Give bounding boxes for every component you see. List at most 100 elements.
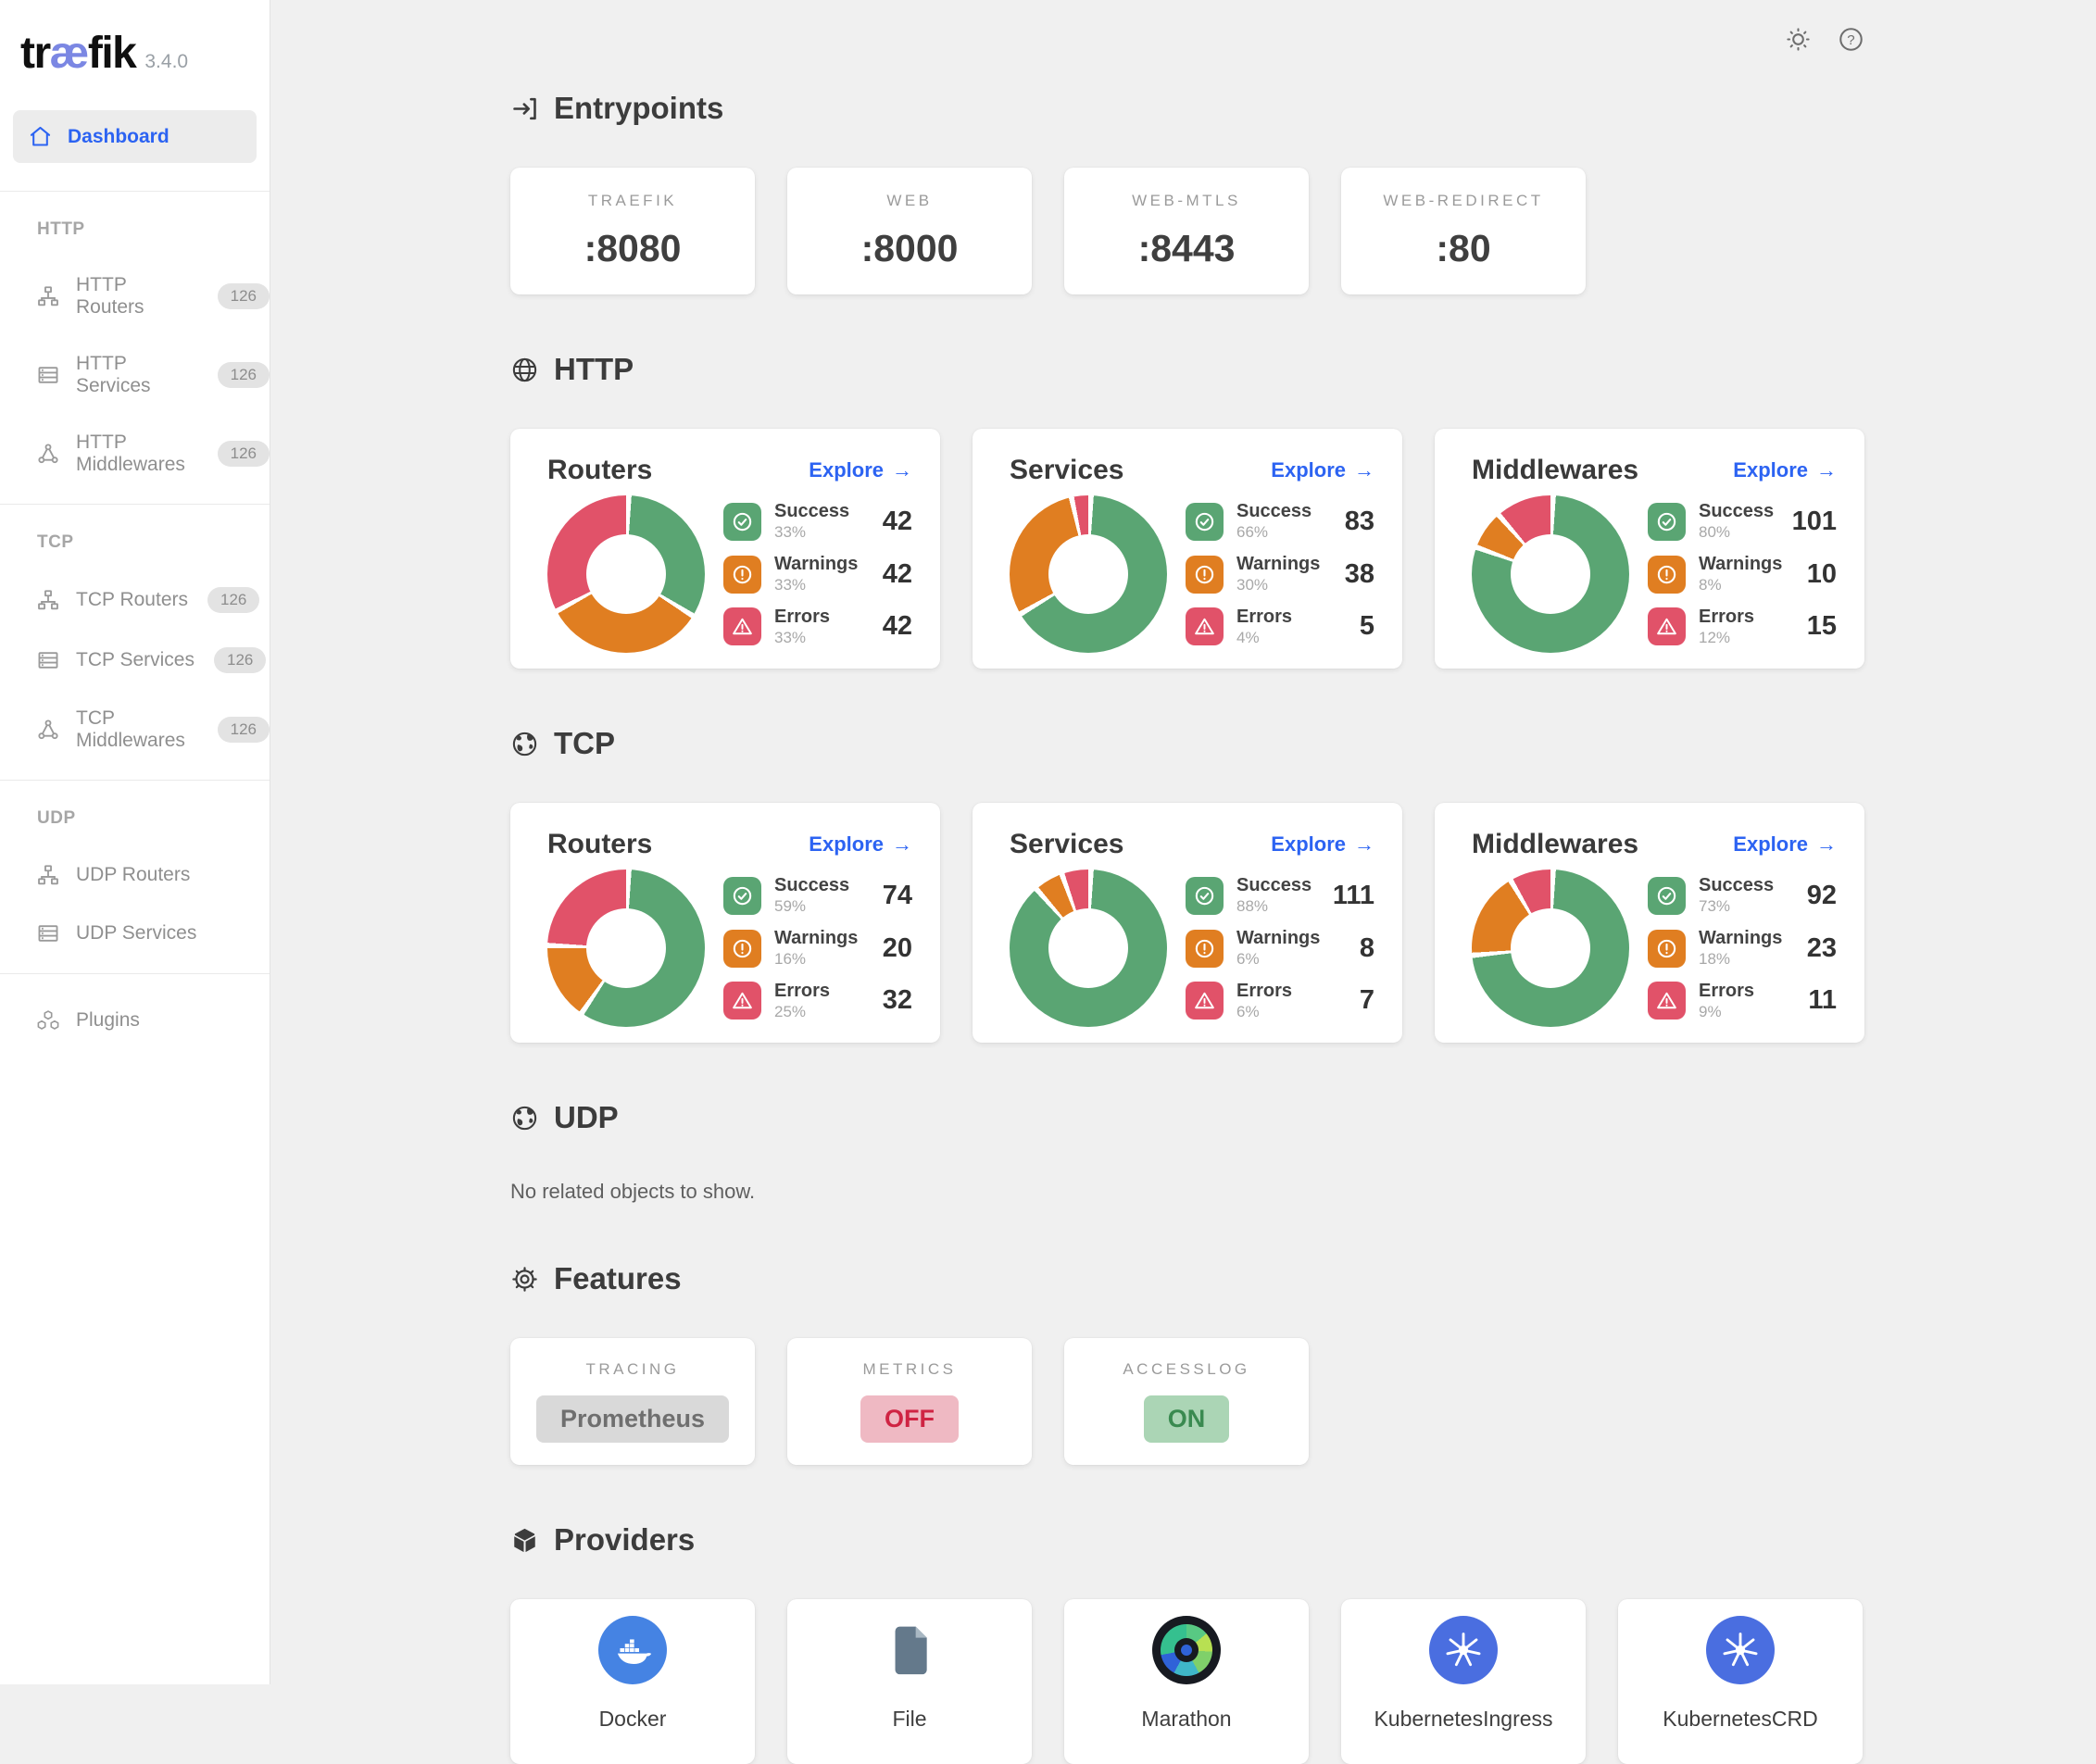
provider-name: Marathon	[1141, 1707, 1232, 1731]
home-icon	[30, 126, 51, 146]
explore-link[interactable]: Explore →	[1271, 832, 1374, 856]
warnings-stat: Warnings 6% 8	[1186, 929, 1374, 968]
explore-link[interactable]: Explore →	[1733, 458, 1837, 482]
provider-name: Docker	[598, 1707, 667, 1731]
errors-stat: Errors 9% 11	[1648, 981, 1837, 1020]
count-badge: 126	[213, 647, 267, 673]
donut-chart	[1472, 495, 1629, 653]
entrypoint-card-web: WEB :8000	[787, 168, 1032, 294]
world-icon	[512, 1106, 537, 1130]
count-badge: 126	[217, 283, 270, 309]
sidebar-item-dashboard[interactable]: Dashboard	[13, 110, 257, 163]
feature-value-badge: Prometheus	[535, 1395, 730, 1443]
divider	[0, 973, 270, 974]
explore-link[interactable]: Explore →	[1733, 832, 1837, 856]
tcp-middlewares-card: Middlewares Explore → Success 73% 92 Warn	[1435, 803, 1864, 1043]
entrypoint-card-web-mtls: WEB-MTLS :8443	[1064, 168, 1309, 294]
svg-text:?: ?	[1847, 32, 1854, 48]
feature-name: TRACING	[585, 1360, 680, 1378]
top-toolbar: ?	[1785, 26, 1864, 53]
success-stat: Success 80% 101	[1648, 502, 1837, 541]
sidebar-item-http-middlewares[interactable]: HTTP Middlewares 126	[0, 432, 270, 476]
success-icon	[723, 502, 761, 541]
explore-link[interactable]: Explore →	[1271, 458, 1374, 482]
sidebar-item-tcp-routers[interactable]: TCP Routers 126	[0, 587, 270, 613]
feature-card-accesslog: ACCESSLOG ON	[1064, 1338, 1309, 1465]
errors-stat: Errors 33% 42	[723, 607, 912, 646]
routers-icon	[38, 286, 58, 307]
count-badge: 126	[207, 587, 260, 613]
sidebar-item-http-routers[interactable]: HTTP Routers 126	[0, 274, 270, 319]
theme-toggle-icon[interactable]	[1785, 26, 1812, 53]
log-in-icon	[513, 97, 536, 119]
providers-heading: Providers	[510, 1522, 1864, 1558]
explore-link[interactable]: Explore →	[809, 832, 912, 856]
provider-card-kubernetes-crd: KubernetesCRD	[1618, 1599, 1863, 1764]
card-title: Middlewares	[1472, 455, 1639, 485]
card-title: Services	[1010, 455, 1124, 485]
sidebar-item-label: TCP Services	[76, 649, 195, 670]
arrow-right-icon: →	[892, 458, 912, 482]
tcp-services-card: Services Explore → Success 88% 111 Warnin	[973, 803, 1402, 1043]
donut-chart	[547, 495, 705, 653]
feature-value-badge: OFF	[860, 1395, 959, 1443]
features-heading: Features	[510, 1261, 1864, 1296]
traefik-logo: træfik 3.4.0	[0, 28, 270, 79]
provider-name: KubernetesCRD	[1663, 1707, 1818, 1731]
errors-stat: Errors 25% 32	[723, 981, 912, 1020]
sidebar-item-label: TCP Middlewares	[76, 707, 185, 751]
feature-name: METRICS	[862, 1360, 957, 1378]
error-icon	[1186, 982, 1224, 1020]
http-routers-card: Routers Explore → Success 33% 42 Warnings	[510, 429, 940, 669]
world-icon	[512, 732, 537, 756]
warnings-stat: Warnings 30% 38	[1186, 555, 1374, 594]
card-title: Routers	[547, 455, 653, 485]
http-heading: HTTP	[510, 352, 1864, 387]
sidebar-item-plugins[interactable]: Plugins	[0, 1008, 270, 1032]
provider-name: File	[892, 1707, 927, 1731]
sidebar-item-tcp-middlewares[interactable]: TCP Middlewares 126	[0, 707, 270, 752]
sidebar-item-udp-routers[interactable]: UDP Routers	[0, 863, 270, 887]
success-icon	[1186, 502, 1224, 541]
main-content: ? Entrypoints TRAEFIK :8080 WEB :8000 WE…	[270, 0, 2096, 1764]
marathon-icon	[1152, 1616, 1221, 1684]
sidebar-item-label: Dashboard	[68, 125, 169, 147]
sidebar-section-http: HTTP	[37, 219, 85, 239]
entrypoint-name: WEB-REDIRECT	[1383, 192, 1544, 209]
warnings-stat: Warnings 33% 42	[723, 555, 912, 594]
explore-link[interactable]: Explore →	[809, 458, 912, 482]
sidebar-item-http-services[interactable]: HTTP Services 126	[0, 353, 270, 397]
routers-icon	[38, 590, 58, 610]
udp-heading: UDP	[510, 1100, 1864, 1135]
help-icon[interactable]: ?	[1838, 26, 1864, 53]
warnings-stat: Warnings 8% 10	[1648, 555, 1837, 594]
entrypoint-port: :80	[1436, 227, 1491, 269]
provider-card-file: File	[787, 1599, 1032, 1764]
arrow-right-icon: →	[1354, 832, 1374, 856]
error-icon	[1186, 607, 1224, 646]
success-stat: Success 88% 111	[1186, 876, 1374, 915]
card-title: Routers	[547, 829, 653, 859]
http-middlewares-card: Middlewares Explore → Success 80% 101 War	[1435, 429, 1864, 669]
success-icon	[1648, 876, 1686, 915]
entrypoint-card-traefik: TRAEFIK :8080	[510, 168, 755, 294]
divider	[0, 191, 270, 192]
feature-card-metrics: METRICS OFF	[787, 1338, 1032, 1465]
udp-empty-message: No related objects to show.	[510, 1180, 756, 1203]
sidebar-item-tcp-services[interactable]: TCP Services 126	[0, 647, 270, 673]
kubernetes-icon	[1429, 1616, 1498, 1684]
warnings-stat: Warnings 16% 20	[723, 929, 912, 968]
errors-stat: Errors 12% 15	[1648, 607, 1837, 646]
kubernetes-icon	[1706, 1616, 1775, 1684]
feature-name: ACCESSLOG	[1123, 1360, 1250, 1378]
brand-wordmark: træfik	[20, 29, 137, 78]
success-icon	[723, 876, 761, 915]
sidebar-item-udp-services[interactable]: UDP Services	[0, 921, 270, 945]
warning-icon	[723, 555, 761, 594]
success-stat: Success 73% 92	[1648, 876, 1837, 915]
warning-icon	[723, 929, 761, 968]
provider-card-docker: Docker	[510, 1599, 755, 1764]
errors-stat: Errors 6% 7	[1186, 981, 1374, 1020]
entrypoint-port: :8080	[584, 227, 682, 269]
entrypoint-card-web-redirect: WEB-REDIRECT :80	[1341, 168, 1586, 294]
